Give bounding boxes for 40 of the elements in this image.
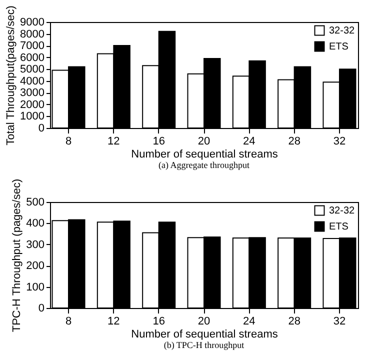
y-tick-label: 0 xyxy=(38,302,44,314)
x-axis-title: Number of sequential streams xyxy=(131,148,278,160)
y-axis-title: TPC-H Throughput (pages/sec) xyxy=(11,178,24,332)
x-tick-label: 28 xyxy=(288,316,300,328)
y-tick-label: 6000 xyxy=(20,52,44,64)
x-tick-label: 24 xyxy=(243,136,256,148)
legend-label: ETS xyxy=(329,42,349,52)
y-tick-label: 3000 xyxy=(20,87,44,100)
x-tick-label: 24 xyxy=(243,316,256,328)
x-tick-label: 12 xyxy=(108,136,120,148)
x-tick-label: 32 xyxy=(333,136,346,148)
x-tick-label: 8 xyxy=(65,136,72,148)
y-tick-label: 0 xyxy=(38,122,44,134)
x-tick-label: 16 xyxy=(152,136,165,148)
x-tick-label: 16 xyxy=(152,316,165,328)
y-axis-title: Total Throughput(pages/sec) xyxy=(5,6,18,146)
x-tick-label: 28 xyxy=(288,136,300,148)
y-tick-label: 7000 xyxy=(20,40,44,52)
y-tick-label: 2000 xyxy=(20,98,44,111)
y-tick-label: 4000 xyxy=(20,75,44,88)
x-tick-label: 20 xyxy=(198,316,210,328)
legend-label: ETS xyxy=(329,222,349,232)
x-tick-label: 8 xyxy=(65,316,72,328)
y-tick-label: 400 xyxy=(26,218,44,230)
y-tick-label: 300 xyxy=(26,238,44,251)
y-tick-label: 8000 xyxy=(20,28,44,40)
x-tick-label: 20 xyxy=(198,136,210,148)
x-tick-label: 32 xyxy=(333,316,346,328)
y-tick-label: 5000 xyxy=(20,64,44,76)
legend-label: 32-32 xyxy=(329,26,356,36)
y-tick-label: 100 xyxy=(26,281,44,294)
text: (a) Aggregate throughput xyxy=(158,160,250,170)
x-axis-title: Number of sequential streams xyxy=(131,328,278,340)
legend-label: 32-32 xyxy=(329,206,356,216)
y-tick-label: 1000 xyxy=(20,110,44,123)
y-tick-label: 500 xyxy=(26,196,44,208)
x-tick-label: 12 xyxy=(108,316,120,328)
text: (b) TPC-H throughput xyxy=(164,340,245,350)
y-tick-label: 200 xyxy=(26,260,44,272)
y-tick-label: 9000 xyxy=(20,16,44,28)
